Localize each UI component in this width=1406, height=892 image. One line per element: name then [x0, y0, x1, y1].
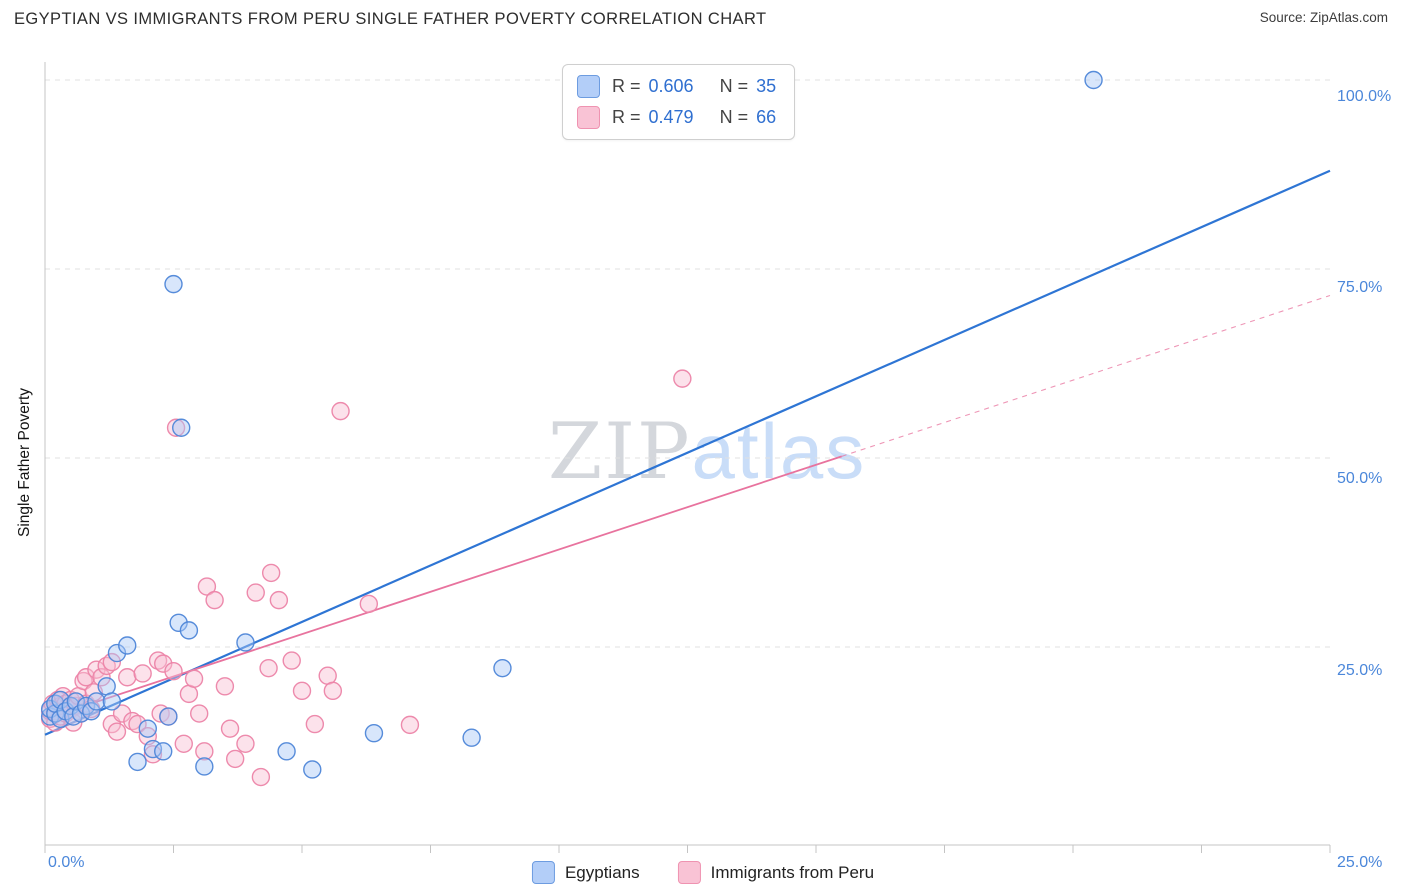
r-value: 0.479 — [648, 107, 694, 127]
data-point[interactable] — [303, 760, 322, 779]
trend-line-solid — [44, 455, 842, 720]
chart-legend: Egyptians Immigrants from Peru — [531, 861, 875, 884]
data-point[interactable] — [164, 274, 183, 294]
data-point[interactable] — [97, 677, 116, 696]
data-point[interactable] — [76, 668, 96, 687]
peru-swatch-icon — [577, 106, 600, 129]
n-label: N = — [719, 107, 749, 127]
data-point[interactable] — [133, 664, 152, 683]
data-point[interactable] — [179, 684, 199, 704]
data-point[interactable] — [174, 734, 193, 753]
data-point[interactable] — [179, 621, 199, 640]
data-point[interactable] — [154, 654, 173, 673]
data-point[interactable] — [164, 661, 183, 681]
r-label: R = — [612, 76, 641, 96]
n-label: N = — [719, 76, 749, 96]
data-point[interactable] — [269, 590, 289, 610]
legend-item-egyptians: Egyptians — [531, 861, 640, 884]
data-point[interactable] — [236, 633, 255, 652]
data-point[interactable] — [323, 681, 343, 701]
trend-line — [44, 169, 1331, 736]
data-point[interactable] — [82, 702, 101, 721]
data-point[interactable] — [251, 767, 271, 787]
data-point[interactable] — [261, 563, 281, 583]
zipatlas-watermark: ZIPatlas — [548, 412, 866, 491]
y-tick-75: 75.0% — [1337, 279, 1383, 296]
data-point[interactable] — [128, 714, 147, 734]
r-value: 0.606 — [648, 76, 694, 96]
data-point[interactable] — [277, 742, 296, 761]
data-point[interactable] — [172, 418, 191, 437]
legend-label-peru: Immigrants from Peru — [710, 862, 875, 882]
data-point[interactable] — [220, 719, 240, 738]
data-point[interactable] — [166, 418, 186, 437]
data-point[interactable] — [331, 401, 350, 421]
data-point[interactable] — [138, 719, 158, 738]
n-value: 66 — [756, 107, 777, 127]
data-point[interactable] — [215, 677, 235, 696]
data-point[interactable] — [318, 666, 337, 685]
legend-item-peru: Immigrants from Peru — [677, 861, 875, 884]
y-axis-title: Single Father Poverty — [16, 387, 33, 537]
peru-legend-swatch-icon — [677, 861, 701, 884]
data-point[interactable] — [107, 643, 127, 663]
data-point[interactable] — [195, 742, 214, 761]
data-point[interactable] — [282, 651, 301, 670]
egyptians-legend-swatch-icon — [531, 861, 555, 884]
data-point[interactable] — [123, 711, 142, 731]
watermark-zip: ZIP — [548, 407, 692, 497]
data-point[interactable] — [364, 723, 384, 743]
n-value: 35 — [756, 76, 777, 96]
data-point[interactable] — [107, 722, 127, 741]
data-point[interactable] — [154, 742, 173, 761]
data-point[interactable] — [359, 594, 379, 614]
chart-title: EGYPTIAN VS IMMIGRANTS FROM PERU SINGLE … — [14, 10, 767, 28]
data-point[interactable] — [184, 669, 204, 688]
data-point[interactable] — [112, 704, 132, 723]
data-point[interactable] — [493, 658, 512, 678]
data-point[interactable] — [143, 745, 163, 764]
data-point[interactable] — [205, 590, 224, 610]
r-label: R = — [612, 107, 641, 127]
data-point[interactable] — [246, 583, 265, 602]
data-point[interactable] — [259, 658, 278, 678]
data-point[interactable] — [51, 690, 70, 710]
data-point[interactable] — [159, 707, 178, 726]
data-point[interactable] — [169, 613, 188, 633]
stats-row-egyptians: R = 0.606 N = 35 — [577, 75, 776, 98]
data-point[interactable] — [92, 668, 111, 687]
header: EGYPTIAN VS IMMIGRANTS FROM PERU SINGLE … — [14, 10, 1388, 29]
data-point[interactable] — [1084, 70, 1103, 90]
data-point[interactable] — [462, 728, 481, 747]
data-point[interactable] — [195, 757, 214, 776]
data-point[interactable] — [400, 715, 420, 735]
data-point[interactable] — [189, 704, 209, 723]
data-point[interactable] — [118, 668, 137, 687]
correlation-stats-box: R = 0.606 N = 35 R = 0.479 N = 66 — [562, 64, 796, 140]
trend-line-dashed — [841, 294, 1331, 457]
data-point[interactable] — [76, 696, 96, 716]
data-point[interactable] — [87, 692, 106, 711]
y-tick-50: 50.0% — [1337, 470, 1383, 487]
data-point[interactable] — [148, 651, 168, 670]
y-tick-25: 25.0% — [1337, 662, 1383, 679]
x-tick-0: 0.0% — [48, 854, 85, 871]
data-point[interactable] — [225, 749, 245, 769]
egyptians-swatch-icon — [577, 75, 600, 98]
data-point[interactable] — [292, 681, 312, 701]
source-attribution: Source: ZipAtlas.com — [1259, 10, 1388, 25]
data-point[interactable] — [118, 636, 137, 655]
data-point[interactable] — [102, 652, 122, 672]
data-point[interactable] — [197, 577, 217, 596]
data-point[interactable] — [102, 692, 122, 711]
x-tick-25: 25.0% — [1337, 854, 1383, 871]
stats-row-peru: R = 0.479 N = 66 — [577, 106, 776, 129]
data-point[interactable] — [236, 734, 255, 753]
data-point[interactable] — [128, 752, 147, 772]
data-point[interactable] — [673, 369, 692, 388]
data-point[interactable] — [305, 714, 325, 734]
y-tick-100: 100.0% — [1337, 88, 1392, 105]
legend-label-egyptians: Egyptians — [564, 862, 640, 882]
